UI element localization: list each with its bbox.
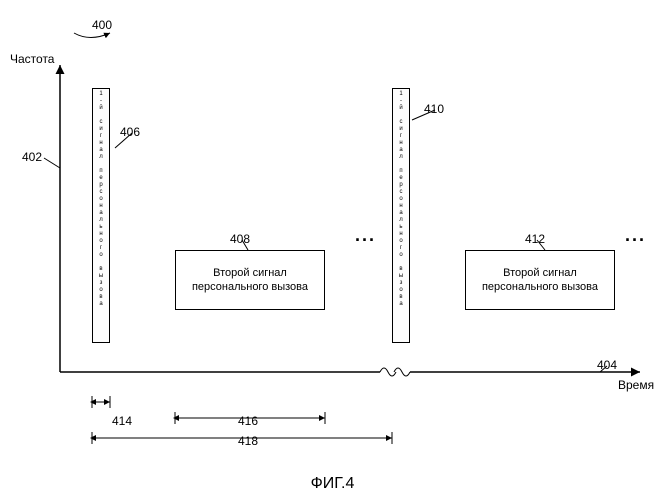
ref-412: 412 <box>525 232 545 246</box>
ref-406: 406 <box>120 125 140 139</box>
first-paging-signal-bar-2: 1-й сигнал персонального вызова <box>392 88 410 343</box>
y-axis-label: Частота <box>10 52 54 66</box>
second-paging-signal-box-2: Второй сигнал персонального вызова <box>465 250 615 310</box>
ref-418: 418 <box>238 434 258 448</box>
figure-ref-400: 400 <box>92 18 112 32</box>
ref-404: 404 <box>597 358 617 372</box>
ellipsis-2: ... <box>625 225 646 246</box>
x-axis-label: Время <box>618 378 654 392</box>
figure-stage: 400 Частота Время 402 404 1-й сигнал пер… <box>0 0 665 500</box>
ellipsis-1: ... <box>355 225 376 246</box>
bar1-text: 1-й сигнал персонального вызова <box>93 89 109 308</box>
ref-402: 402 <box>22 150 42 164</box>
ref-410: 410 <box>424 102 444 116</box>
ref-414: 414 <box>112 414 132 428</box>
box2-text: Второй сигнал персонального вызова <box>470 266 610 294</box>
second-paging-signal-box-1: Второй сигнал персонального вызова <box>175 250 325 310</box>
first-paging-signal-bar-1: 1-й сигнал персонального вызова <box>92 88 110 343</box>
box1-text: Второй сигнал персонального вызова <box>180 266 320 294</box>
ref-408: 408 <box>230 232 250 246</box>
ref-416: 416 <box>238 414 258 428</box>
bar2-text: 1-й сигнал персонального вызова <box>393 89 409 308</box>
figure-caption: ФИГ.4 <box>0 475 665 493</box>
